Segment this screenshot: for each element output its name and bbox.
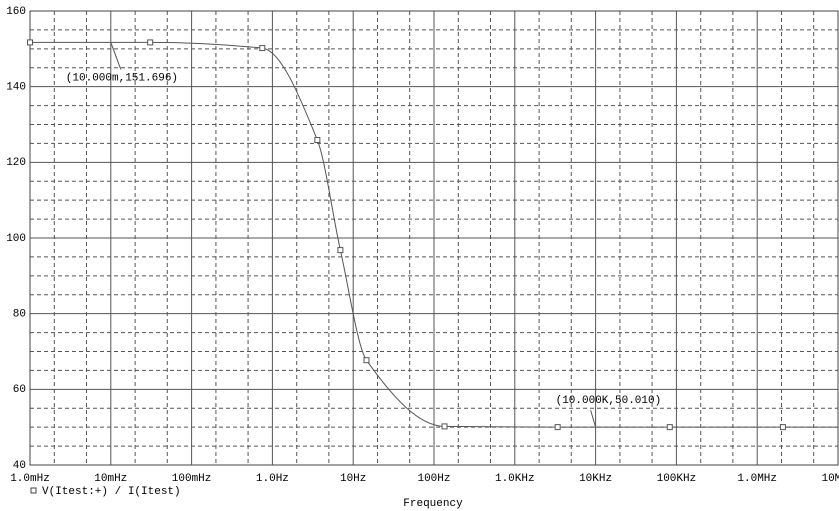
x-tick-label: 1.0MHz — [737, 473, 777, 485]
x-tick-label: 1.0mHz — [10, 473, 50, 485]
point-marker — [259, 45, 266, 52]
y-tick-label: 80 — [13, 309, 26, 321]
x-tick-label: 1.0KHz — [495, 473, 535, 485]
x-axis-label: Frequency — [403, 498, 463, 510]
x-tick-label: 10mHz — [94, 473, 127, 485]
x-tick-label: 10Hz — [340, 473, 366, 485]
x-tick-label: 1.0Hz — [256, 473, 289, 485]
y-tick-label: 120 — [6, 157, 26, 169]
y-tick-label: 60 — [13, 384, 26, 396]
point-marker — [554, 424, 561, 431]
y-tick-label: 40 — [13, 460, 26, 472]
annotation-pointer — [590, 409, 597, 428]
grid — [29, 10, 839, 466]
point-marker — [363, 357, 370, 364]
y-tick-label: 140 — [6, 82, 26, 94]
y-tick-label: 160 — [6, 6, 26, 18]
point-marker — [337, 247, 344, 254]
x-tick-label: 100KHz — [657, 473, 697, 485]
y-tick-label: 100 — [6, 233, 26, 245]
x-tick-label: 100mHz — [172, 473, 212, 485]
point-marker — [441, 423, 448, 430]
point-marker — [147, 39, 154, 46]
point-marker — [314, 137, 321, 144]
legend-label: V(Itest:+) / I(Itest) — [42, 486, 181, 498]
annotation: (10.000K,50.010) — [556, 395, 662, 407]
point-marker — [779, 424, 786, 431]
annotation: (10.000m,151.696) — [66, 72, 178, 84]
x-tick-label: 10KHz — [579, 473, 612, 485]
annotation-pointer — [110, 42, 122, 70]
point-marker — [27, 39, 33, 46]
legend-marker — [30, 487, 37, 494]
x-tick-label: 10MHz — [821, 473, 839, 485]
plot-frame — [29, 10, 839, 466]
x-tick-label: 100Hz — [417, 473, 450, 485]
point-marker — [666, 424, 673, 431]
